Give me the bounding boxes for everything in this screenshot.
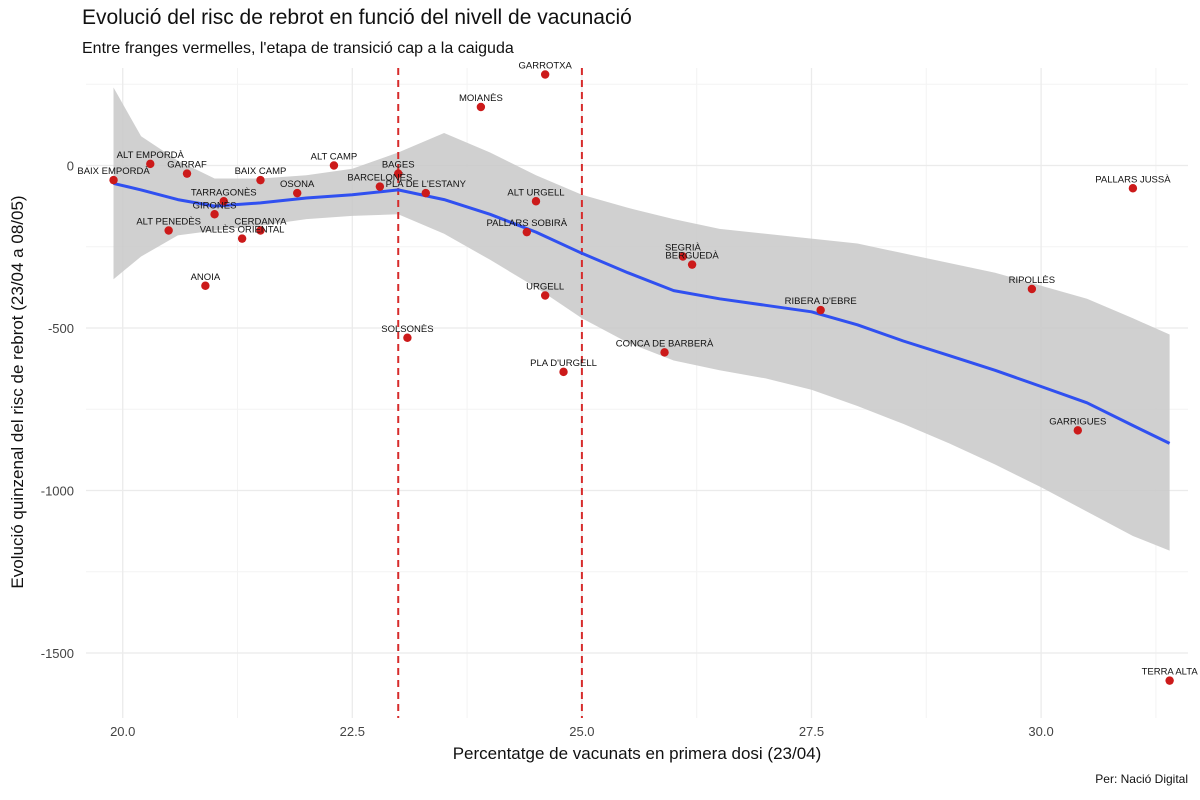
point-label: GARRAF [167, 160, 207, 171]
data-point [375, 182, 385, 191]
point-label: PLA D'URGELL [530, 358, 597, 369]
data-point [1165, 676, 1174, 685]
data-point [660, 348, 669, 357]
data-point [219, 197, 228, 206]
point-label: BARCELONÈS [347, 173, 412, 184]
data-point [403, 333, 412, 342]
point-label: BAIX CAMP [235, 166, 287, 177]
x-tick-label: 30.0 [1028, 724, 1053, 739]
y-tick-label: -500 [48, 321, 74, 336]
y-tick-label: -1500 [41, 646, 74, 661]
x-tick-label: 20.0 [110, 724, 135, 739]
x-axis-label: Percentatge de vacunats en primera dosi … [452, 744, 822, 763]
x-tick-label: 25.0 [569, 724, 594, 739]
chart-subtitle: Entre franges vermelles, l'etapa de tran… [82, 40, 514, 57]
point-label: ANOIA [191, 272, 221, 283]
data-point [531, 197, 541, 206]
data-point [256, 226, 265, 235]
data-point [816, 305, 825, 315]
data-point [421, 188, 430, 198]
data-point [201, 281, 210, 290]
point-label: GARROTXA [519, 61, 573, 72]
confidence-band [113, 87, 1170, 551]
data-point [394, 169, 403, 178]
point-label: ALT PENEDÈS [136, 217, 201, 228]
point-label: ALT CAMP [311, 152, 358, 163]
point-label: TERRA ALTA [1142, 667, 1199, 678]
point-label: RIBERA D'EBRE [785, 296, 857, 307]
data-point [146, 159, 155, 169]
chart-caption: Per: Nació Digital [1095, 772, 1188, 786]
data-point [1027, 284, 1037, 294]
data-point [476, 102, 486, 112]
point-label: URGELL [526, 282, 564, 293]
point-label: PLA DE L'ESTANY [386, 179, 467, 190]
data-point [237, 234, 247, 243]
data-point [329, 161, 339, 170]
point-label: CERDANYA [234, 217, 287, 228]
data-point [559, 367, 568, 377]
data-point [210, 210, 219, 219]
x-tick-label: 22.5 [340, 724, 365, 739]
x-tick-label: 27.5 [799, 724, 824, 739]
point-label: RIPOLLÈS [1009, 275, 1055, 286]
point-label: BERGUEDÀ [665, 251, 719, 262]
point-label: TARRAGONÈS [191, 187, 257, 198]
point-label: BAGES [382, 160, 415, 171]
data-point [182, 169, 192, 178]
point-label: SOLSONÈS [381, 324, 433, 335]
y-tick-label: 0 [67, 159, 74, 174]
data-point [164, 226, 173, 235]
point-label: PALLARS JUSSÀ [1095, 174, 1171, 185]
data-point [109, 175, 118, 185]
point-label: SEGRIÀ [665, 243, 702, 254]
point-label: OSONA [280, 179, 315, 190]
data-point [256, 175, 265, 185]
point-label: VALLÈS ORIENTAL [200, 225, 285, 236]
point-label: GIRONÈS [193, 200, 237, 211]
point-label: MOIANÈS [459, 93, 503, 104]
point-label: GARRIGUES [1049, 416, 1106, 427]
data-point [1073, 426, 1083, 435]
y-tick-label: -1000 [41, 484, 74, 499]
smooth-line [113, 181, 1171, 445]
data-point [540, 291, 550, 300]
point-label: PALLARS SOBIRÀ [486, 218, 567, 229]
point-label: ALT EMPORDÀ [117, 150, 185, 161]
chart-title: Evolució del risc de rebrot en funció de… [82, 6, 632, 29]
point-label: BAIX EMPORDÀ [77, 166, 150, 177]
y-axis-label: Evolució quinzenal del risc de rebrot (2… [8, 195, 27, 589]
data-point [678, 252, 688, 261]
data-point [522, 227, 531, 237]
data-point [540, 70, 550, 79]
point-label: ALT URGELL [507, 187, 564, 198]
data-point [293, 188, 302, 198]
data-point [1128, 184, 1138, 193]
data-point [687, 260, 697, 269]
point-label: CONCA DE BARBERÀ [616, 338, 714, 349]
